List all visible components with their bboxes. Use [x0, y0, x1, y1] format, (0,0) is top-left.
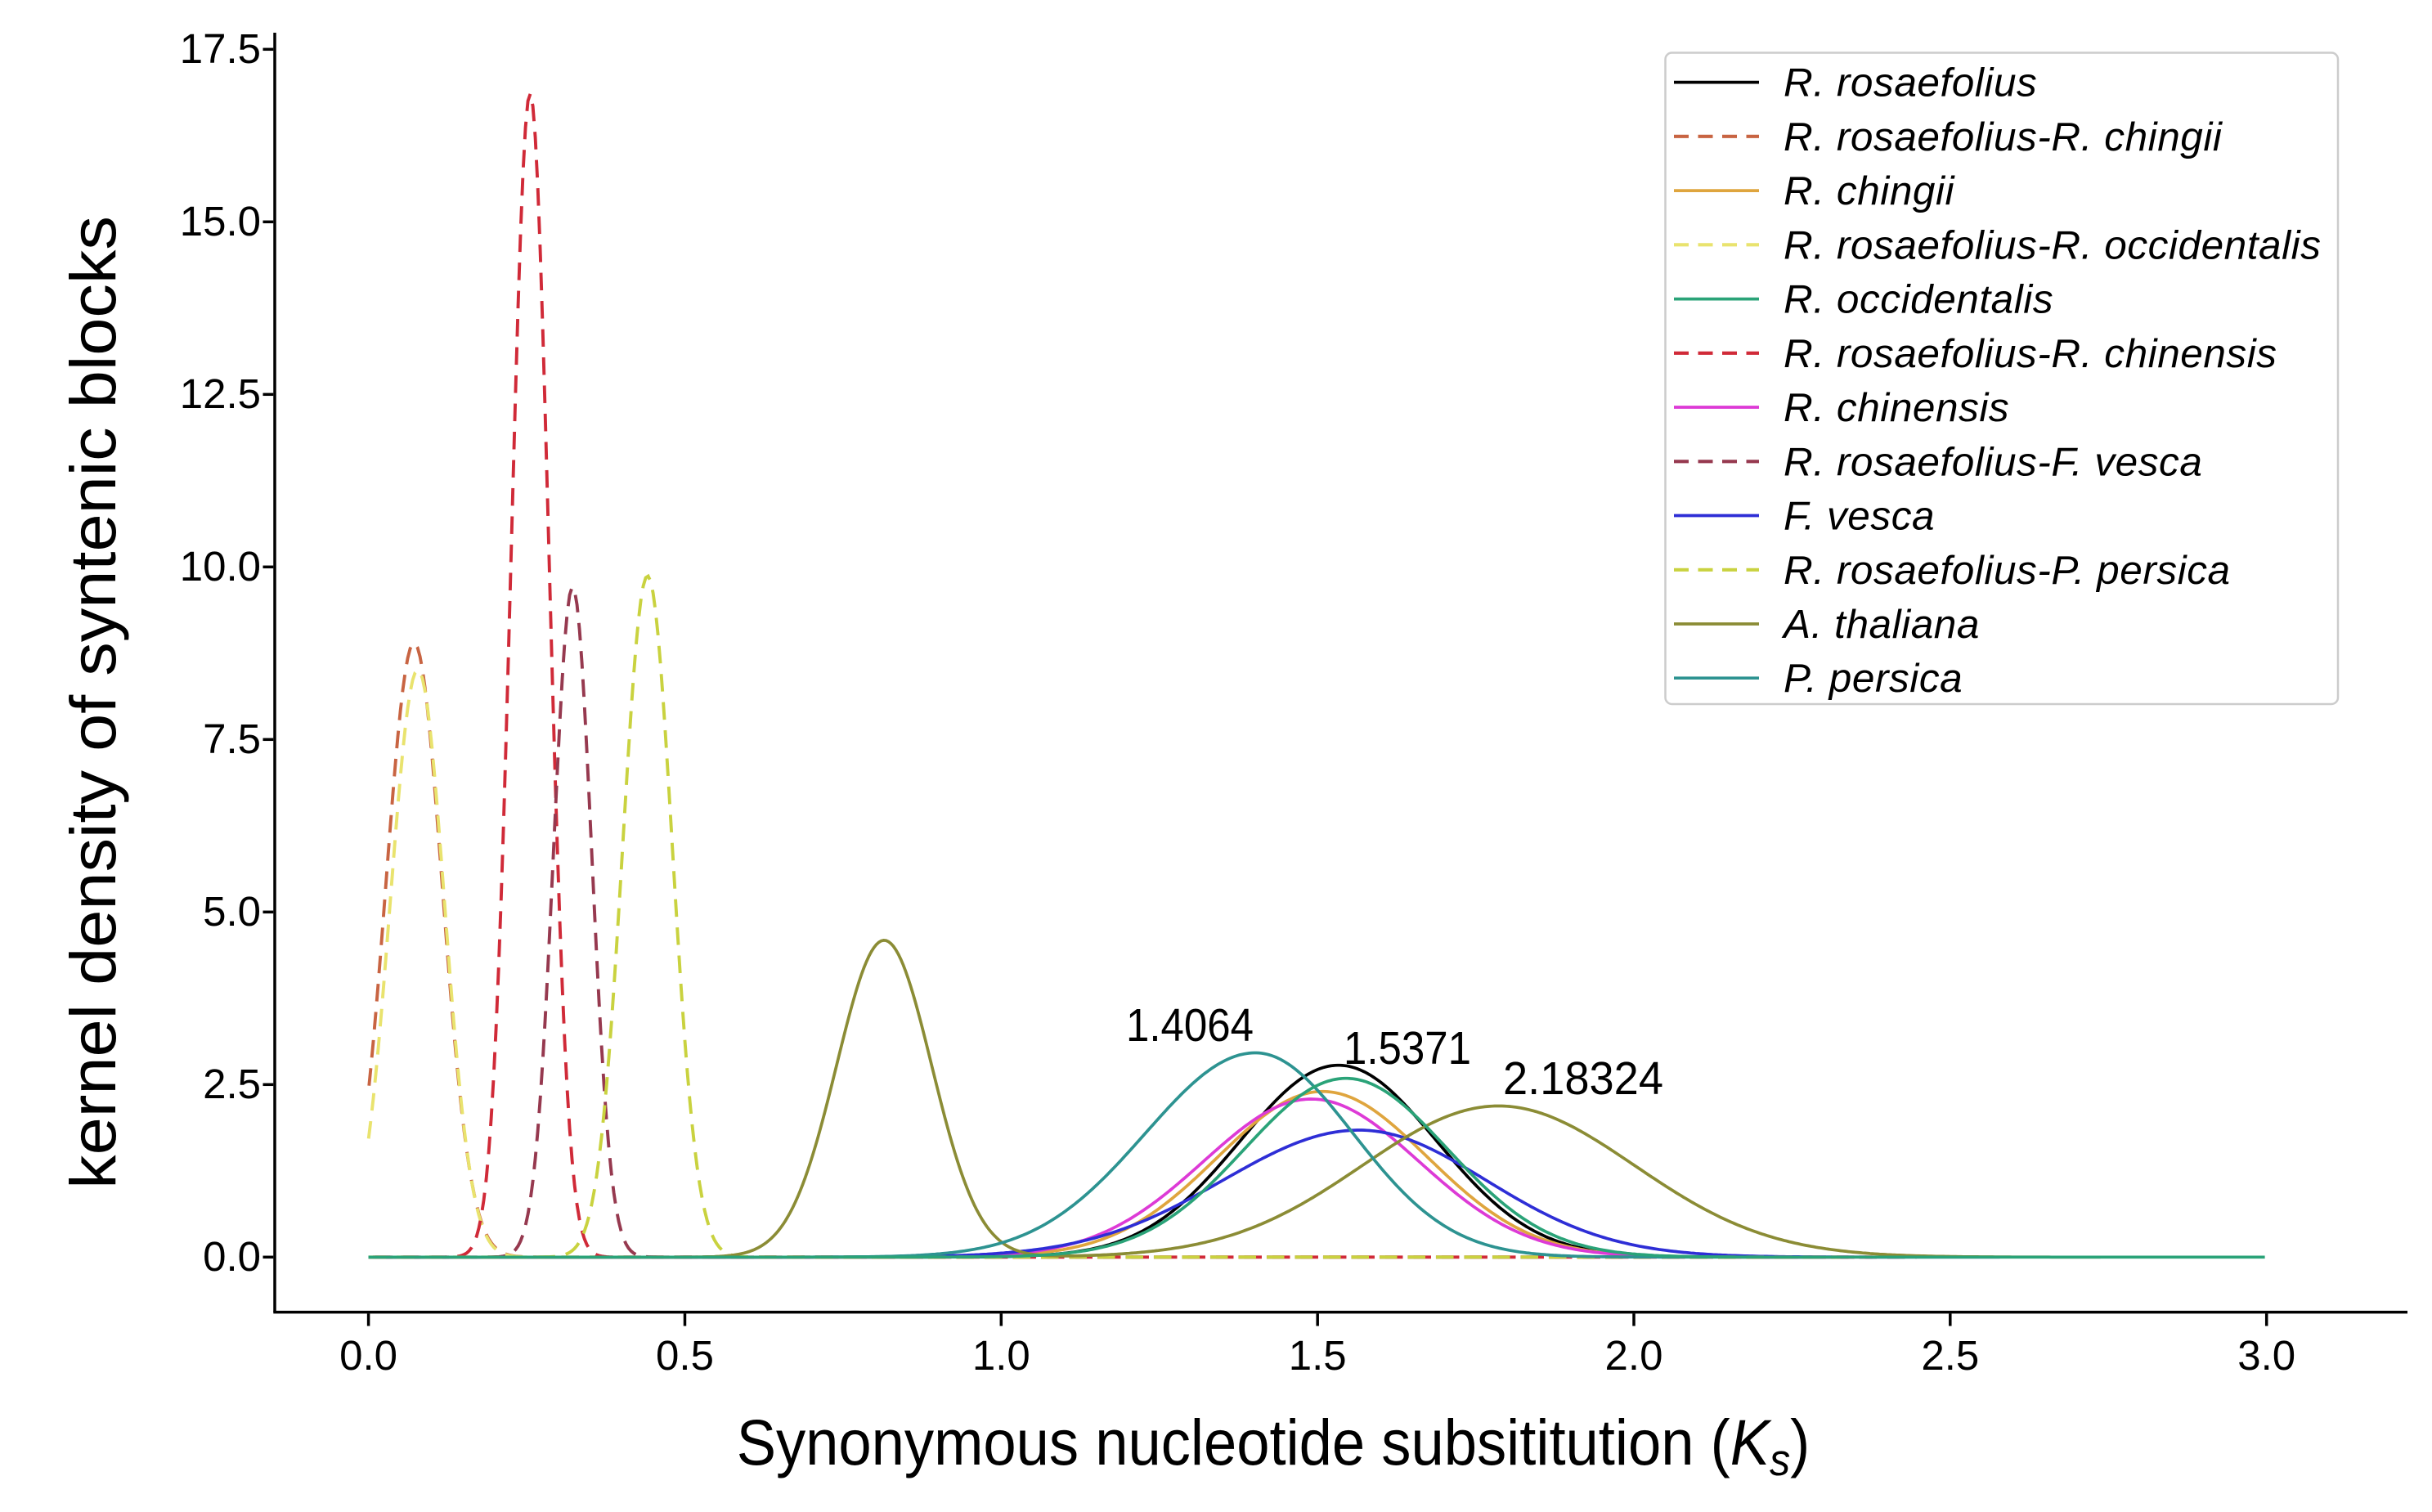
svg-text:1.5: 1.5 — [1289, 1332, 1347, 1379]
svg-text:2.5: 2.5 — [203, 1061, 261, 1107]
svg-text:Synonymous nucleotide subsitit: Synonymous nucleotide subsititution (Ks) — [737, 1407, 1811, 1485]
svg-text:R. rosaefolius-R. chinensis: R. rosaefolius-R. chinensis — [1784, 331, 2277, 376]
svg-text:2.18324: 2.18324 — [1503, 1052, 1663, 1105]
svg-text:1.4064: 1.4064 — [1126, 999, 1254, 1052]
svg-text:1.5371: 1.5371 — [1344, 1022, 1471, 1075]
svg-text:2.5: 2.5 — [1921, 1332, 1979, 1379]
svg-text:12.5: 12.5 — [180, 370, 261, 417]
svg-text:A. thaliana: A. thaliana — [1781, 602, 1980, 647]
svg-text:10.0: 10.0 — [180, 543, 261, 590]
svg-text:R. chinensis: R. chinensis — [1784, 385, 2009, 430]
svg-text:R. occidentalis: R. occidentalis — [1784, 277, 2053, 322]
svg-text:5.0: 5.0 — [203, 888, 261, 935]
svg-text:R. rosaefolius-R. occidentalis: R. rosaefolius-R. occidentalis — [1784, 222, 2322, 267]
svg-text:R. rosaefolius: R. rosaefolius — [1784, 61, 2037, 105]
svg-text:0.5: 0.5 — [656, 1332, 714, 1379]
svg-text:7.5: 7.5 — [203, 716, 261, 762]
svg-text:R. chingii: R. chingii — [1784, 168, 1956, 213]
svg-text:2.0: 2.0 — [1605, 1332, 1663, 1379]
svg-text:R. rosaefolius-F. vesca: R. rosaefolius-F. vesca — [1784, 439, 2202, 484]
svg-text:17.5: 17.5 — [180, 25, 261, 72]
svg-text:kernel density of syntenic blo: kernel density of syntenic blocks — [58, 216, 130, 1189]
svg-text:1.0: 1.0 — [972, 1332, 1030, 1379]
svg-text:R. rosaefolius-P. persica: R. rosaefolius-P. persica — [1784, 548, 2231, 593]
svg-text:0.0: 0.0 — [203, 1233, 261, 1280]
svg-text:3.0: 3.0 — [2237, 1332, 2295, 1379]
svg-text:R. rosaefolius-R. chingii: R. rosaefolius-R. chingii — [1784, 114, 2223, 159]
svg-text:0.0: 0.0 — [339, 1332, 397, 1379]
svg-text:F. vesca: F. vesca — [1784, 494, 1935, 539]
svg-text:P. persica: P. persica — [1784, 656, 1963, 701]
svg-text:15.0: 15.0 — [180, 198, 261, 245]
